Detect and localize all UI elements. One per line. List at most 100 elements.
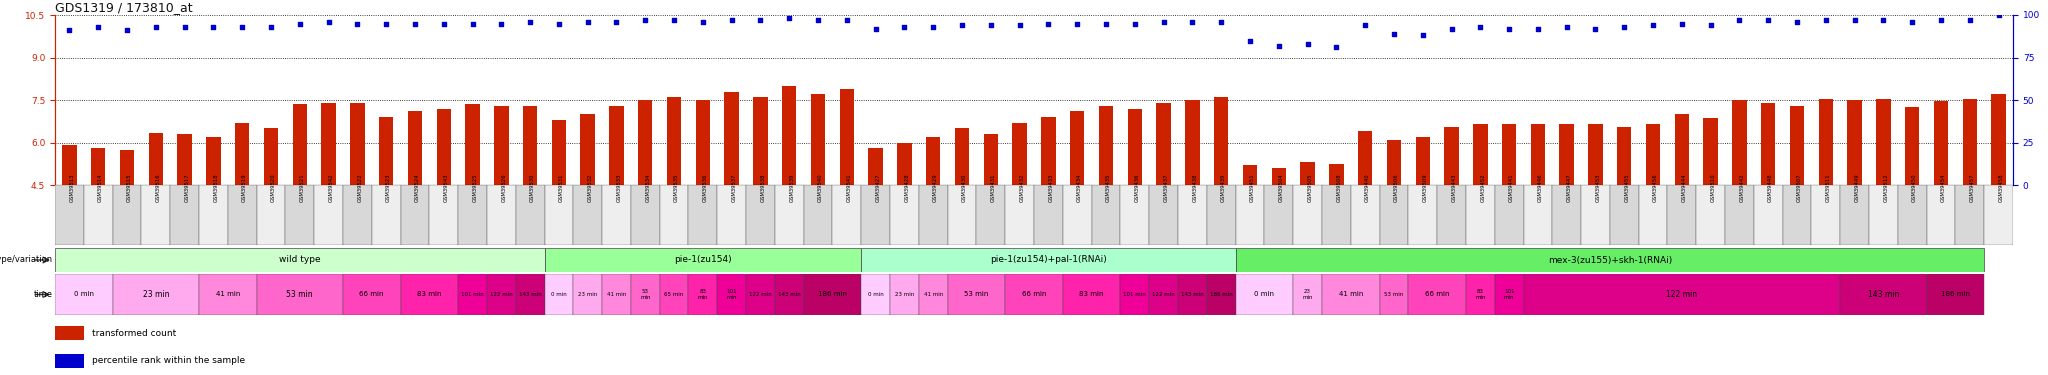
Text: 186 min: 186 min <box>817 291 848 297</box>
Point <box>1032 21 1065 27</box>
Bar <box>1927 185 1956 245</box>
Bar <box>1552 185 1581 245</box>
Text: 41 min: 41 min <box>606 292 627 297</box>
Bar <box>293 104 307 185</box>
Text: GSM39517: GSM39517 <box>184 174 190 202</box>
Text: 122 min: 122 min <box>1667 290 1698 299</box>
Text: GSM39456: GSM39456 <box>1653 174 1659 202</box>
Point <box>371 21 403 27</box>
Bar <box>897 142 911 185</box>
Text: transformed count: transformed count <box>92 329 176 338</box>
Bar <box>1819 99 1833 185</box>
Bar <box>170 185 199 245</box>
Bar <box>602 185 631 245</box>
Bar <box>516 274 545 315</box>
Bar <box>1100 106 1114 185</box>
Text: GSM39509: GSM39509 <box>1423 174 1427 202</box>
Bar <box>1292 274 1321 315</box>
Text: 53 min: 53 min <box>965 291 989 297</box>
Bar <box>696 100 711 185</box>
Bar <box>1120 185 1149 245</box>
Text: GSM39536: GSM39536 <box>702 174 709 202</box>
Bar <box>977 185 1006 245</box>
Text: GSM39532: GSM39532 <box>588 174 592 202</box>
Text: 53 min: 53 min <box>287 290 313 299</box>
Bar <box>1006 274 1063 315</box>
Bar <box>920 274 948 315</box>
Bar <box>1409 274 1466 315</box>
Bar <box>1647 124 1661 185</box>
Bar <box>1235 248 1985 272</box>
Bar <box>580 114 594 185</box>
Bar <box>1524 274 1841 315</box>
Bar <box>1495 185 1524 245</box>
Text: GSM39443: GSM39443 <box>1452 174 1456 202</box>
Point <box>1493 26 1526 32</box>
Text: GSM39439: GSM39439 <box>1221 174 1227 202</box>
Bar <box>113 274 199 315</box>
Bar <box>487 185 516 245</box>
Text: GSM39510: GSM39510 <box>1710 174 1716 202</box>
Text: GSM39448: GSM39448 <box>1767 174 1774 202</box>
Point <box>686 19 719 25</box>
Text: 122 min: 122 min <box>489 292 512 297</box>
Text: GSM39533: GSM39533 <box>616 174 621 202</box>
Text: GSM39457: GSM39457 <box>1970 174 1974 202</box>
Text: GSM39526: GSM39526 <box>502 174 506 202</box>
Text: GSM39516: GSM39516 <box>156 174 162 202</box>
Text: 53 min: 53 min <box>1384 292 1403 297</box>
Text: GSM39429: GSM39429 <box>934 174 938 202</box>
Point <box>946 22 979 28</box>
Bar <box>1120 274 1149 315</box>
Bar <box>1272 168 1286 185</box>
Bar <box>178 134 193 185</box>
Bar <box>639 100 653 185</box>
Point <box>1290 41 1323 47</box>
Bar <box>1063 274 1120 315</box>
Bar <box>983 134 997 185</box>
Bar <box>401 274 459 315</box>
Bar <box>1847 100 1862 185</box>
Text: 143 min: 143 min <box>1182 292 1204 297</box>
Text: 186 min: 186 min <box>1210 292 1233 297</box>
Text: 66 min: 66 min <box>1425 291 1450 297</box>
Text: genotype/variation: genotype/variation <box>0 255 53 264</box>
Bar <box>840 88 854 185</box>
Point <box>1262 43 1294 49</box>
Bar <box>350 104 365 185</box>
Point <box>1233 38 1266 44</box>
Point <box>283 21 315 27</box>
Point <box>311 19 344 25</box>
Bar <box>1898 185 1927 245</box>
Bar <box>688 274 717 315</box>
Bar <box>227 185 256 245</box>
Bar <box>1466 274 1495 315</box>
Text: GSM39450: GSM39450 <box>1913 174 1917 202</box>
Bar <box>862 248 1235 272</box>
Bar <box>1638 185 1667 245</box>
Text: GSM39434: GSM39434 <box>1077 174 1081 202</box>
Bar <box>782 86 797 185</box>
Bar <box>55 185 84 245</box>
Bar <box>379 117 393 185</box>
Text: wild type: wild type <box>279 255 322 264</box>
Bar <box>61 146 76 185</box>
Text: 143 min: 143 min <box>778 292 801 297</box>
Bar <box>1876 99 1890 185</box>
Point <box>1464 24 1497 30</box>
Text: GSM39521: GSM39521 <box>299 174 305 202</box>
Bar <box>1473 124 1487 185</box>
Bar <box>774 274 803 315</box>
Text: GSM39507: GSM39507 <box>1796 174 1802 202</box>
Text: 101 min: 101 min <box>461 292 483 297</box>
Bar <box>602 274 631 315</box>
Bar <box>831 185 862 245</box>
Point <box>1694 22 1726 28</box>
Bar <box>920 185 948 245</box>
Bar <box>948 185 977 245</box>
Bar <box>256 274 342 315</box>
Bar <box>465 104 479 185</box>
Text: 101 min: 101 min <box>1124 292 1147 297</box>
Text: GSM39508: GSM39508 <box>1337 174 1341 202</box>
Point <box>514 19 547 25</box>
